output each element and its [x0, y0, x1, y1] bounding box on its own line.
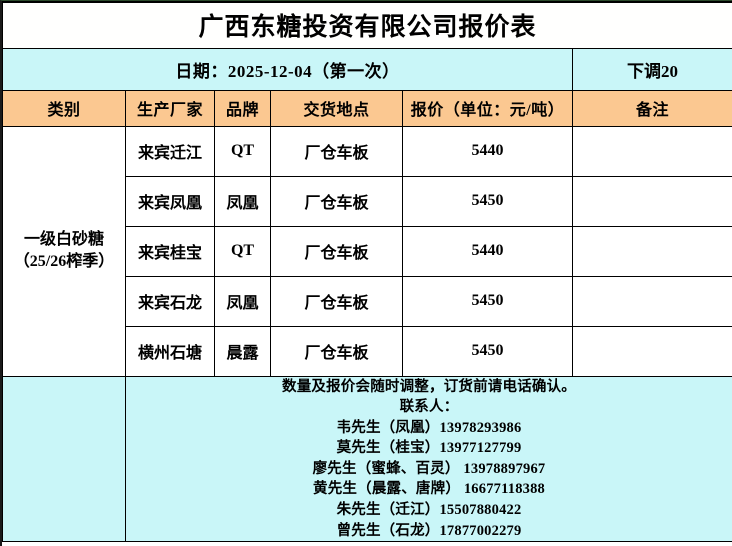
- cell-brand: 凤凰: [214, 175, 271, 227]
- cell-price: 5450: [402, 175, 573, 227]
- cell-remark: [571, 125, 732, 177]
- col-header-remark: 备注: [571, 89, 732, 127]
- cell-price: 5450: [402, 275, 573, 327]
- price-adjustment-badge: 下调20: [571, 47, 732, 91]
- cell-price: 5440: [402, 225, 573, 277]
- cell-price: 5450: [402, 325, 573, 377]
- contact-line: 曾先生（石龙）17877002279: [336, 522, 522, 539]
- table-header-row: 类别 生产厂家 品牌 交货地点 报价（单位：元/吨） 备注: [2, 89, 732, 127]
- cell-remark: [571, 325, 732, 377]
- cell-delivery: 厂仓车板: [270, 225, 403, 277]
- table-row: 来宾桂宝 QT 厂仓车板 5440: [3, 225, 732, 277]
- table-row: 来宾石龙 凤凰 厂仓车板 5450: [3, 275, 732, 327]
- quote-date: 日期：2025-12-04（第一次）: [2, 47, 573, 91]
- contact-line: 韦先生（凤凰）13978293986: [336, 419, 522, 436]
- contact-line: 黄先生（晨露、唐牌） 16677118388: [313, 481, 545, 498]
- date-row: 日期：2025-12-04（第一次） 下调20: [2, 47, 732, 91]
- footer-notes-cell: 数量及报价会随时调整，订货前请电话确认。 联系人： 韦先生（凤凰）1397829…: [124, 375, 732, 543]
- contact-line: 廖先生（蜜蜂、百灵） 13978897967: [312, 460, 546, 477]
- cell-factory: 来宾石龙: [125, 275, 215, 327]
- footer-notice: 数量及报价会随时调整，订货前请电话确认。: [282, 378, 576, 395]
- category-season: （25/26榨季）: [13, 253, 115, 270]
- cell-brand: 晨露: [214, 325, 271, 377]
- col-header-delivery: 交货地点: [270, 89, 403, 127]
- contact-line: 朱先生（迁江）15507880422: [336, 501, 522, 518]
- cell-factory: 来宾桂宝: [125, 225, 215, 277]
- table-row: 一级白砂糖 （25/26榨季） 来宾迁江 QT 厂仓车板 5440: [2, 125, 732, 377]
- cell-brand: 凤凰: [214, 275, 271, 327]
- cell-factory: 横州石塘: [125, 325, 215, 377]
- table-row: 来宾凤凰 凤凰 厂仓车板 5450: [3, 175, 732, 227]
- footer-contact-label: 联系人：: [399, 399, 459, 416]
- cell-remark: [571, 175, 732, 227]
- cell-price: 5440: [402, 125, 573, 177]
- col-header-factory: 生产厂家: [125, 89, 215, 127]
- cell-remark: [571, 275, 732, 327]
- category-cell: 一级白砂糖 （25/26榨季）: [2, 125, 126, 377]
- contact-line: 莫先生（桂宝）13977127799: [336, 440, 522, 457]
- col-header-category: 类别: [2, 89, 126, 127]
- footer-row: 数量及报价会随时调整，订货前请电话确认。 联系人： 韦先生（凤凰）1397829…: [2, 375, 732, 543]
- cell-remark: [571, 225, 732, 277]
- col-header-brand: 品牌: [214, 89, 271, 127]
- cell-brand: QT: [214, 125, 271, 177]
- page-title: 广西东糖投资有限公司报价表: [1, 1, 732, 49]
- cell-factory: 来宾凤凰: [125, 175, 215, 227]
- cell-delivery: 厂仓车板: [270, 175, 403, 227]
- col-header-price: 报价（单位：元/吨）: [402, 89, 573, 127]
- cell-factory: 来宾迁江: [125, 125, 215, 177]
- footer-spacer-cell: [2, 375, 126, 543]
- table-row: 横州石塘 晨露 厂仓车板 5450: [3, 325, 732, 377]
- category-name: 一级白砂糖: [23, 231, 104, 249]
- cell-delivery: 厂仓车板: [270, 325, 403, 377]
- cell-delivery: 厂仓车板: [270, 275, 403, 327]
- title-row: 广西东糖投资有限公司报价表: [1, 1, 732, 49]
- cell-brand: QT: [214, 225, 271, 277]
- cell-delivery: 厂仓车板: [270, 125, 403, 177]
